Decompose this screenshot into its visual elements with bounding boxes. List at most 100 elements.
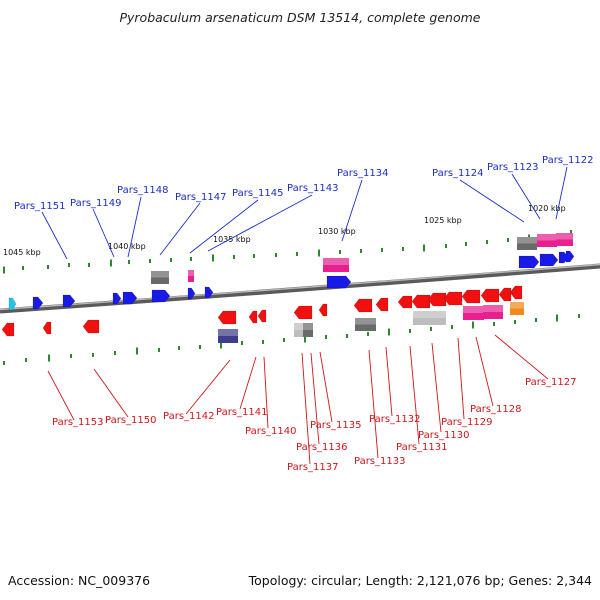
kbp-marker: 1030 kbp <box>318 227 356 236</box>
scale-tick <box>360 249 362 253</box>
leader-line <box>92 208 115 258</box>
scale-tick <box>241 341 243 345</box>
gene-label-upper: Pars_1149 <box>70 198 121 209</box>
tick-tracks <box>3 230 580 365</box>
leader-line <box>431 342 442 433</box>
gene-label-lower: Pars_1131 <box>396 442 447 453</box>
feature-box <box>556 233 573 246</box>
reverse-gene <box>353 298 373 313</box>
scale-tick <box>445 244 447 248</box>
reverse-gene <box>443 291 463 306</box>
gene-label-upper: Pars_1122 <box>542 155 593 166</box>
scale-tick <box>318 249 320 257</box>
gene-tracks <box>1 233 575 343</box>
reverse-gene <box>375 297 389 312</box>
scale-tick <box>493 322 495 326</box>
leader-line <box>189 199 259 254</box>
scale-tick <box>88 263 90 267</box>
scale-tick <box>486 240 488 244</box>
leader-line <box>341 179 363 242</box>
scale-tick <box>381 248 383 252</box>
feature-box <box>413 311 446 325</box>
scale-tick <box>47 265 49 269</box>
gene-label-lower: Pars_1153 <box>52 417 103 428</box>
feature-box <box>151 271 169 284</box>
feature-box <box>355 318 376 331</box>
scale-tick <box>535 318 537 322</box>
feature-box <box>303 323 313 337</box>
feature-box-shade <box>556 233 573 240</box>
reverse-gene <box>411 294 431 309</box>
scale-tick <box>233 255 235 259</box>
gene-label-lower: Pars_1129 <box>441 417 492 428</box>
leader-line <box>494 334 549 380</box>
reverse-gene <box>82 319 100 334</box>
leader-line <box>93 368 129 418</box>
scale-tick <box>423 244 425 252</box>
kbp-marker: 1020 kbp <box>528 204 566 213</box>
leader-line <box>301 352 311 465</box>
scale-tick <box>514 320 516 324</box>
feature-box-shade <box>188 270 194 276</box>
scale-tick <box>409 329 411 333</box>
scale-tick <box>402 247 404 251</box>
feature-box <box>537 234 557 247</box>
scale-tick <box>507 238 509 242</box>
gene-label-upper: Pars_1151 <box>14 201 65 212</box>
kbp-marker: 1045 kbp <box>3 248 41 257</box>
feature-box <box>510 302 524 315</box>
feature-box-shade <box>303 323 313 330</box>
scale-tick <box>275 253 277 257</box>
feature-box <box>483 305 503 319</box>
leader-line <box>207 194 313 252</box>
feature-box <box>218 329 238 343</box>
forward-gene <box>187 287 196 300</box>
forward-gene <box>62 294 76 308</box>
scale-tick <box>346 334 348 338</box>
scale-tick <box>304 335 306 343</box>
feature-box-shade <box>483 305 503 312</box>
reverse-gene <box>509 285 523 300</box>
scale-tick <box>136 347 138 355</box>
gene-label-lower: Pars_1137 <box>287 462 338 473</box>
feature-box-shade <box>355 318 376 325</box>
scale-tick <box>170 258 172 262</box>
scale-tick <box>578 314 580 318</box>
feature-box <box>188 270 194 282</box>
gene-label-lower: Pars_1140 <box>245 426 296 437</box>
feature-box-shade <box>537 234 557 241</box>
gene-label-lower: Pars_1135 <box>310 420 361 431</box>
map-title: Pyrobaculum arsenaticum DSM 13514, compl… <box>119 10 480 25</box>
leader-line <box>475 336 494 407</box>
reverse-gene <box>480 288 500 303</box>
leader-line <box>409 345 420 445</box>
gene-label-lower: Pars_1141 <box>216 407 267 418</box>
topology-text: Topology: circular; Length: 2,121,076 bp… <box>248 573 592 588</box>
scale-tick <box>178 346 180 350</box>
backbone <box>0 263 600 314</box>
leader-line <box>310 352 320 445</box>
scale-tick <box>220 341 222 349</box>
scale-tick <box>465 242 467 246</box>
scale-tick <box>472 321 474 329</box>
gene-label-lower: Pars_1127 <box>525 377 576 388</box>
feature-box-shade <box>323 258 349 265</box>
scale-tick <box>325 335 327 339</box>
feature-box-shade <box>413 311 446 318</box>
scale-tick <box>114 351 116 355</box>
feature-box-shade <box>218 329 238 336</box>
gene-label-lower: Pars_1133 <box>354 456 405 467</box>
scale-tick <box>110 259 112 267</box>
reverse-gene <box>1 322 15 337</box>
forward-gene <box>151 289 171 303</box>
gene-label-lower: Pars_1130 <box>418 430 469 441</box>
feature-box-shade <box>510 302 524 309</box>
forward-gene <box>32 296 44 310</box>
scale-tick <box>70 354 72 358</box>
reverse-gene <box>42 321 52 335</box>
gene-label-upper: Pars_1134 <box>337 168 388 179</box>
forward-gene <box>326 275 352 289</box>
forward-gene <box>565 250 575 263</box>
gene-label-lower: Pars_1132 <box>369 414 420 425</box>
leader-line <box>239 356 257 410</box>
